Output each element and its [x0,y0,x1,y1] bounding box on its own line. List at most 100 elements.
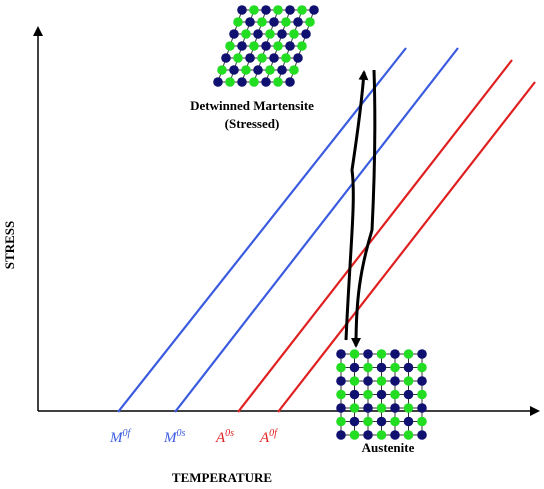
atom [273,5,283,15]
atom [237,41,247,51]
atom [363,362,373,373]
atom [297,41,307,51]
atom [309,5,319,15]
atom [225,77,235,87]
atom [269,53,279,63]
atom [273,41,283,51]
atom [363,403,373,413]
atom [249,77,259,87]
atom [265,29,275,39]
atom [233,53,243,63]
atom [390,389,400,400]
atom [376,403,387,413]
atom [225,41,235,51]
phase-line [117,47,407,413]
atom [245,53,255,63]
atom [349,389,360,400]
atom [403,362,414,373]
atom [261,77,271,87]
atom [285,77,295,87]
atom [403,416,414,427]
martensite-lattice [213,5,319,87]
atom [253,29,263,39]
atom [349,430,360,440]
atom [349,403,360,413]
atom [417,362,427,373]
atom [376,376,387,386]
atom [403,349,414,359]
atom [390,362,400,373]
atom [390,403,400,413]
atom [336,362,346,373]
atom [376,430,387,440]
atom [241,29,251,39]
atom [257,17,267,27]
label-base: A [215,430,226,446]
atom [363,430,373,440]
atom [245,17,255,27]
phase-line [277,81,536,413]
atom [363,376,373,386]
atom [417,389,427,400]
atom [273,77,283,87]
atom [281,53,291,63]
unloading-arrow [351,69,377,348]
atom [269,17,279,27]
austenite-lattice [336,349,427,440]
atom [417,430,427,440]
atom [281,17,291,27]
phase-line-label: A0f [259,428,278,446]
atom [261,5,271,15]
atom [349,376,360,386]
atom [261,41,271,51]
atom [363,416,373,427]
atom [237,5,247,15]
atom [390,349,400,359]
atom [376,389,387,400]
atom [363,389,373,400]
label-base: M [109,430,124,446]
atom [253,65,263,75]
label-base: M [163,430,178,446]
label-base: A [259,430,270,446]
atom [390,376,400,386]
atom [417,403,427,413]
transformation-lines: M0f M0s A0s A0f [109,47,536,446]
atom [376,362,387,373]
label-sup: 0f [123,428,132,439]
atom [403,430,414,440]
atom [403,389,414,400]
atom [349,362,360,373]
atom [229,65,239,75]
atom [277,29,287,39]
atom [390,430,400,440]
label-sup: 0f [269,428,278,439]
atom [285,5,295,15]
label-sup: 0s [177,428,186,439]
atom [301,29,311,39]
atom [229,29,239,39]
atom [265,65,275,75]
atom [289,29,299,39]
atom [390,416,400,427]
atom [336,416,346,427]
atom [336,376,346,386]
atom [285,41,295,51]
atom [249,5,259,15]
atom [363,349,373,359]
atom [297,5,307,15]
x-axis-label: TEMPERATURE [172,470,272,485]
atom [417,349,427,359]
phase-line-label: M0s [163,428,186,446]
atom [289,65,299,75]
martensite-label: (Stressed) [225,116,280,131]
label-sup: 0s [225,428,234,439]
atom [403,403,414,413]
atom [217,65,227,75]
phase-line [174,47,459,413]
atom [249,41,259,51]
phase-line-label: A0s [215,428,234,446]
atom [336,349,346,359]
